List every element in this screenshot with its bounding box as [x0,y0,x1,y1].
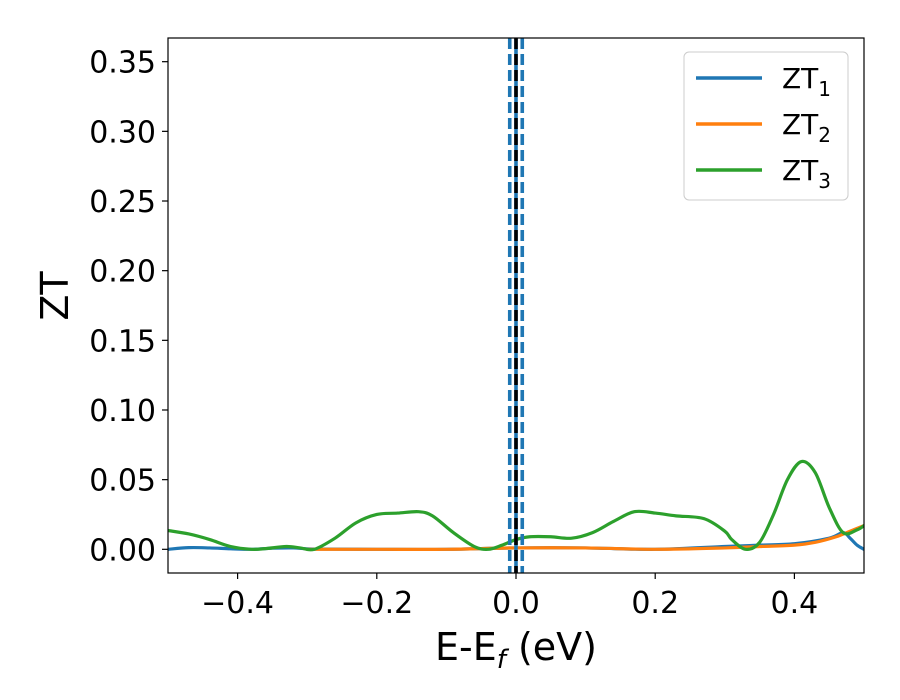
y-tick-label: 0.25 [89,185,156,220]
series-line-zt2 [305,524,864,552]
legend-box [683,51,849,201]
y-tick-label: 0.05 [89,464,156,499]
x-axis-ticks: −0.4 −0.2 0.0 0.2 0.4 [201,573,818,621]
y-tick-label: 0.30 [89,115,156,150]
y-axis-title: ZT [33,271,77,321]
series-line-zt3 [168,459,864,552]
x-axis-title: E-Ef (eV) [435,625,597,675]
legend-label-zt3: ZT3 [782,154,831,193]
x-axis-title-unit: (eV) [518,625,597,669]
y-tick-label: 0.35 [89,46,156,81]
legend-label-zt2: ZT2 [782,108,831,147]
vertical-lines-layer [507,38,525,573]
y-tick-label: 0.10 [89,394,156,429]
y-tick-label: 0.00 [89,533,156,568]
x-tick-label: −0.2 [340,586,413,621]
y-tick-label: 0.20 [89,255,156,290]
legend-label-zt1: ZT1 [782,62,831,101]
x-tick-label: −0.4 [201,586,274,621]
legend: ZT1 ZT2 ZT3 [683,51,849,201]
x-axis-title-main: E-E [435,625,497,669]
y-axis-ticks: 0.00 0.05 0.10 0.15 0.20 0.25 0.30 0.35 [89,46,168,568]
x-axis-title-unit-spacer [506,625,518,669]
x-tick-label: 0.4 [771,586,819,621]
x-tick-label: 0.2 [631,586,679,621]
x-tick-label: 0.0 [492,586,540,621]
y-tick-label: 0.15 [89,324,156,359]
